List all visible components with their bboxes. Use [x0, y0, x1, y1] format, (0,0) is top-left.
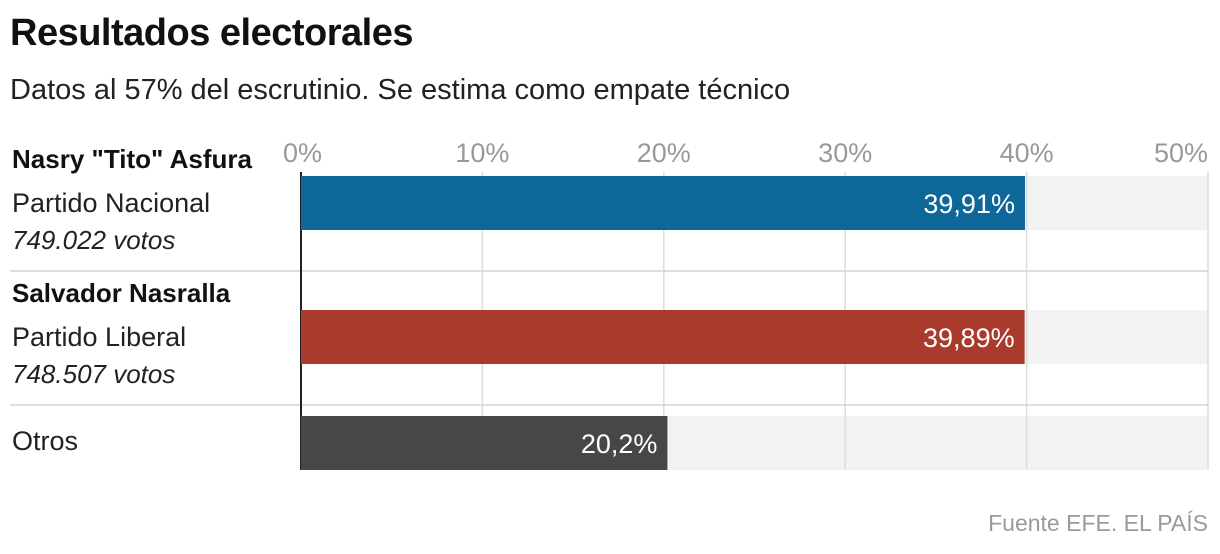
chart-subtitle: Datos al 57% del escrutinio. Se estima c… — [10, 74, 791, 106]
row-party-name: Partido Nacional — [12, 188, 210, 218]
bars — [301, 176, 1025, 470]
row-candidate-name: Salvador Nasralla — [12, 278, 231, 308]
source-note: Fuente EFE. EL PAÍS — [988, 510, 1208, 536]
bar-value-label: 20,2% — [581, 429, 658, 459]
x-tick-label: 40% — [1000, 138, 1054, 168]
x-tick-label: 0% — [283, 138, 322, 168]
bar-value-label: 39,89% — [923, 323, 1015, 353]
row-candidate-name: Nasry "Tito" Asfura — [12, 144, 252, 174]
row-candidate-name: Otros — [12, 426, 78, 456]
labels: 0% 10% 20% 30% 40% 50% 39,91% Nasry "Tito" Asfu… — [12, 138, 1208, 459]
bar — [301, 310, 1025, 364]
x-tick-label: 30% — [818, 138, 872, 168]
x-tick-label: 10% — [455, 138, 509, 168]
chart-title: Resultados electorales — [10, 12, 413, 54]
row-party-name: Partido Liberal — [12, 322, 186, 352]
row-votes: 748.507 votos — [12, 359, 175, 389]
x-tick-label: 50% — [1154, 138, 1208, 168]
bar-value-label: 39,91% — [923, 189, 1015, 219]
bar — [301, 176, 1025, 230]
x-tick-label: 20% — [637, 138, 691, 168]
bar — [301, 416, 668, 470]
row-votes: 749.022 votos — [12, 225, 175, 255]
